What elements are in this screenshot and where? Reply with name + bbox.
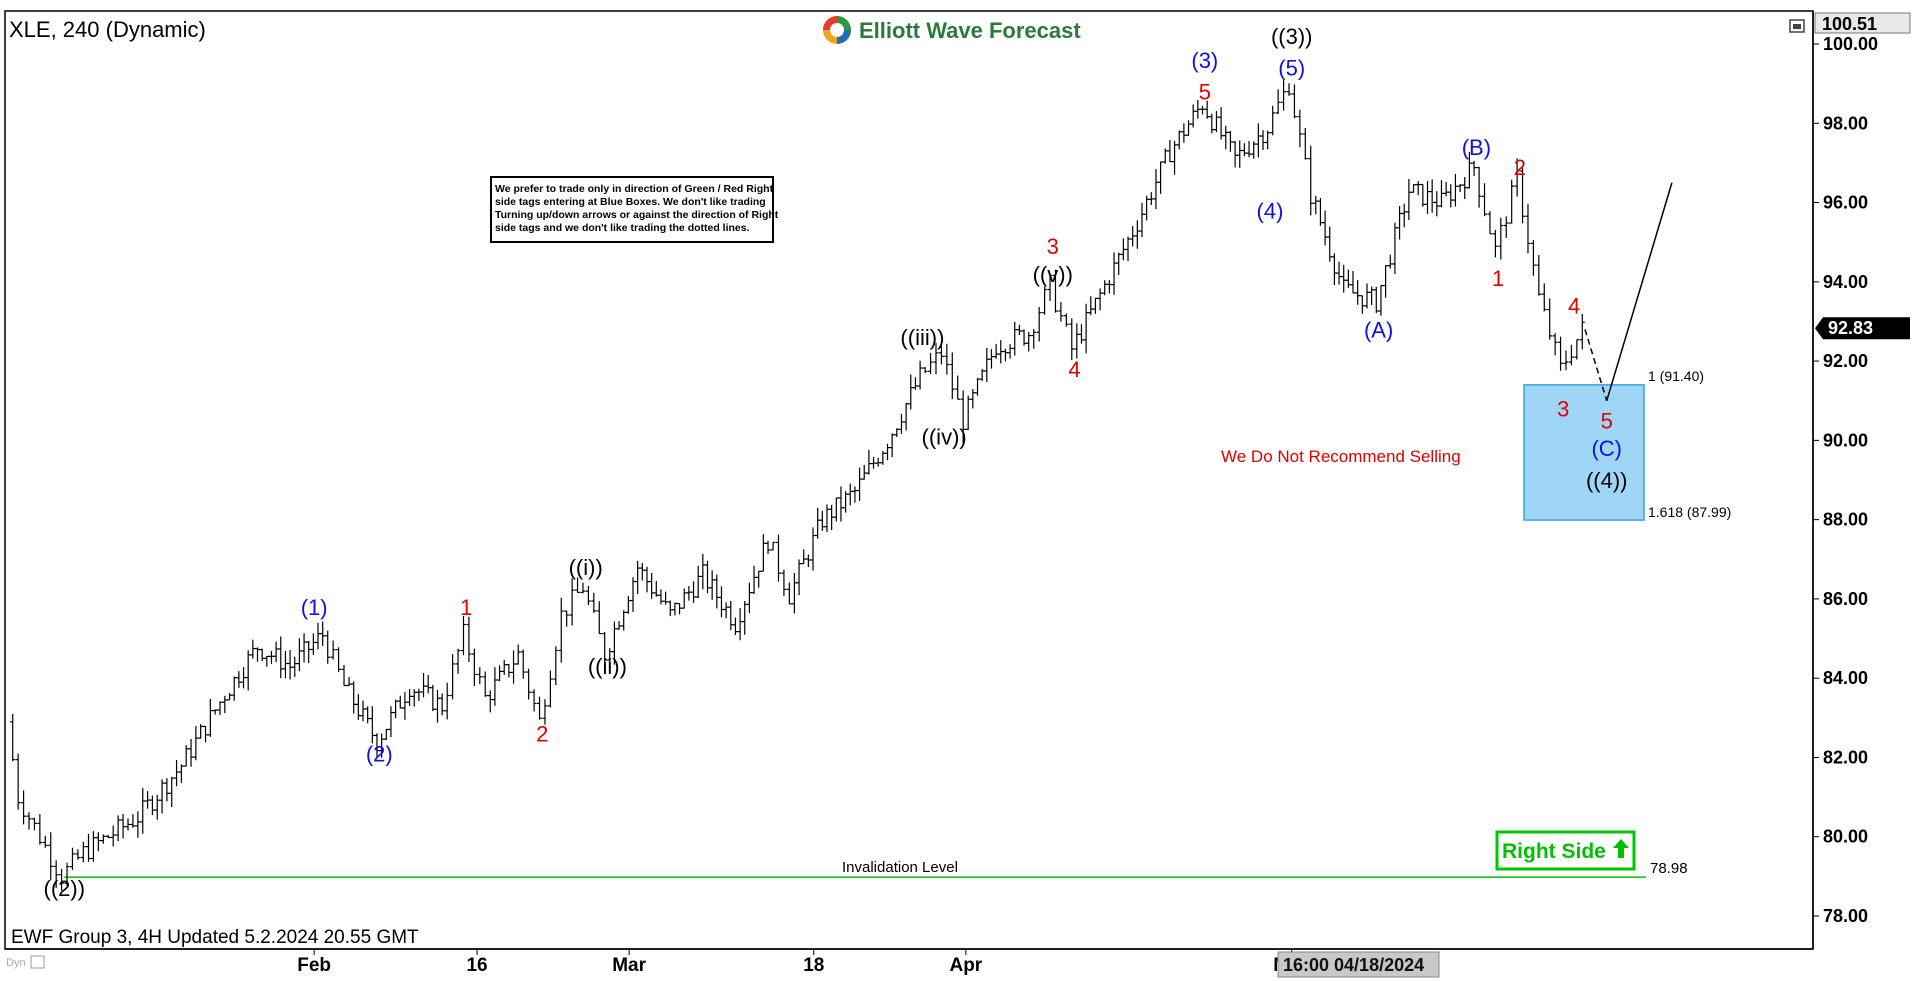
- dyn-icon: [30, 955, 45, 969]
- projection-solid: [1606, 182, 1673, 401]
- projection-dashed: [1584, 329, 1608, 401]
- top-price-value: 100.51: [1822, 14, 1877, 34]
- arrow-up-icon: [1613, 839, 1629, 858]
- y-tick-label: 86.00: [1823, 589, 1868, 609]
- wave-label: ((4)): [1586, 468, 1628, 493]
- dyn-label: Dyn: [6, 957, 26, 969]
- x-tick-label: Apr: [949, 955, 982, 976]
- recommendation-text: We Do Not Recommend Selling: [1221, 447, 1461, 466]
- wave-label: 4: [1568, 294, 1580, 319]
- crosshair-date-tag: 16:00 04/18/2024: [1277, 951, 1440, 978]
- wave-label: ((iv)): [922, 424, 967, 449]
- wave-label: (5): [1278, 56, 1305, 81]
- wave-label: 1: [1492, 266, 1504, 291]
- invalidation-value: 78.98: [1650, 860, 1688, 877]
- blue-box-top-label: 1 (91.40): [1648, 368, 1704, 384]
- wave-label: 2: [1514, 155, 1526, 180]
- symbol-title: XLE, 240 (Dynamic): [9, 17, 206, 42]
- wave-label: 3: [1557, 397, 1569, 422]
- crosshair-date: 16:00 04/18/2024: [1283, 955, 1424, 975]
- y-tick-label: 100.00: [1823, 34, 1878, 54]
- y-tick-label: 84.00: [1823, 668, 1868, 688]
- x-tick-label: 16: [466, 955, 487, 976]
- y-tick-label: 82.00: [1823, 747, 1868, 767]
- x-tick-label: Mar: [612, 955, 646, 976]
- trading-note-box: We prefer to trade only in direction of …: [490, 176, 779, 243]
- wave-label: 4: [1068, 357, 1080, 382]
- y-tick-label: 98.00: [1823, 113, 1868, 133]
- wave-label: ((ii)): [588, 654, 627, 679]
- y-tick-label: 80.00: [1823, 827, 1868, 847]
- wave-label: ((i)): [569, 555, 603, 580]
- brand-name: Elliott Wave Forecast: [859, 18, 1081, 43]
- y-tick-label: 96.00: [1823, 193, 1868, 213]
- y-tick-label: 90.00: [1823, 430, 1868, 450]
- window-icon[interactable]: [1789, 19, 1805, 33]
- note-line: side tags and we don't like trading the …: [495, 222, 750, 234]
- brand-logo: Elliott Wave Forecast: [823, 16, 1081, 44]
- y-tick-label: 92.00: [1823, 351, 1868, 371]
- dyn-badge: Dyn: [6, 955, 45, 969]
- wave-label: (C): [1591, 436, 1622, 461]
- y-tick-label: 78.00: [1823, 906, 1868, 926]
- wave-label: 5: [1199, 79, 1211, 104]
- footer-caption: EWF Group 3, 4H Updated 5.2.2024 20.55 G…: [11, 927, 419, 948]
- x-tick-label: Feb: [297, 955, 331, 976]
- projection-path: [1584, 182, 1673, 401]
- current-price-value: 92.83: [1828, 318, 1873, 338]
- wave-label: ((v)): [1033, 262, 1073, 287]
- current-price-tag: 92.83: [1815, 317, 1910, 340]
- wave-label: (3): [1191, 48, 1218, 73]
- y-tick-label: 88.00: [1823, 510, 1868, 530]
- wave-label: ((2)): [44, 876, 86, 901]
- wave-label: 5: [1601, 408, 1613, 433]
- wave-label: (B): [1462, 135, 1491, 160]
- blue-box-zone: 1 (91.40) 1.618 (87.99): [1523, 368, 1731, 521]
- wave-label: (A): [1364, 317, 1393, 342]
- note-line: We prefer to trade only in direction of …: [495, 183, 774, 195]
- note-line: Turning up/down arrows or against the di…: [495, 209, 779, 221]
- wave-label: (2): [366, 741, 393, 766]
- note-border: [490, 176, 774, 243]
- wave-label: (4): [1257, 198, 1284, 223]
- price-bars: [10, 80, 1585, 891]
- right-side-border: [1495, 830, 1636, 871]
- right-side-label: Right Side: [1502, 840, 1606, 863]
- note-line: side tags entering at Blue Boxes. We don…: [495, 196, 766, 208]
- wave-label: 2: [536, 722, 548, 747]
- right-side-tag: Right Side: [1495, 830, 1636, 871]
- wave-label: ((iii)): [900, 325, 944, 350]
- x-tick-label: 18: [803, 955, 824, 976]
- wave-label: (1): [301, 595, 328, 620]
- blue-box-bottom-label: 1.618 (87.99): [1648, 504, 1731, 520]
- wave-labels: ((2)) (1) (2) 1 2 ((i)) ((ii)) ((iii)) ((iv)) 3 ((…: [44, 24, 1628, 901]
- y-axis: 100.00 98.00 96.00 94.00 92.00 90.00 88.00 86.0…: [1813, 34, 1878, 926]
- invalidation-label: Invalidation Level: [842, 859, 958, 876]
- brand-logo-icon: [823, 16, 851, 44]
- invalidation-level: Invalidation Level 78.98: [64, 859, 1688, 878]
- wave-label: 1: [460, 595, 472, 620]
- blue-box: [1523, 384, 1645, 521]
- top-price-tag: 100.51: [1814, 12, 1911, 34]
- y-tick-label: 94.00: [1823, 272, 1868, 292]
- wave-label: 3: [1047, 234, 1059, 259]
- wave-label: ((3)): [1271, 24, 1313, 49]
